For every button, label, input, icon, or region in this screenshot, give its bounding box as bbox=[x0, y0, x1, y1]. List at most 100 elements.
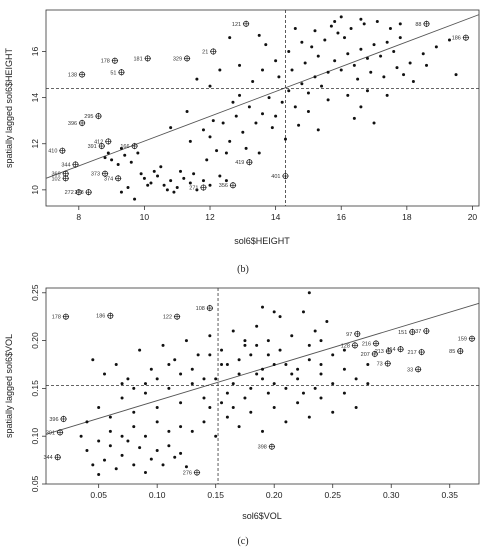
scatter-point bbox=[346, 52, 350, 56]
scatter-point bbox=[365, 56, 369, 60]
scatter-point bbox=[316, 128, 320, 132]
scatter-point bbox=[323, 38, 327, 42]
scatter-point bbox=[306, 91, 310, 95]
labeled-point: 108 bbox=[196, 304, 214, 312]
scatter-point bbox=[132, 410, 136, 414]
labeled-point: 181 bbox=[134, 55, 151, 62]
scatter-point bbox=[175, 186, 179, 190]
x-tick-label: 10 bbox=[140, 212, 150, 222]
scatter-point bbox=[106, 151, 110, 155]
scatter-point bbox=[398, 22, 402, 26]
scatter-point bbox=[356, 77, 360, 81]
labeled-point: 419 bbox=[235, 158, 253, 166]
scatter-point bbox=[143, 391, 147, 395]
point-label: 216 bbox=[362, 341, 371, 347]
panel-label-c: (c) bbox=[237, 536, 248, 547]
scatter-point bbox=[155, 377, 159, 381]
scatter-point bbox=[272, 310, 276, 314]
point-label: 51 bbox=[110, 70, 116, 76]
point-label: 21 bbox=[202, 50, 208, 56]
x-tick-label: 0.25 bbox=[324, 490, 341, 500]
scatter-point bbox=[243, 396, 247, 400]
point-label: 344 bbox=[61, 162, 70, 168]
scatter-point bbox=[388, 26, 392, 30]
scatter-point bbox=[139, 172, 143, 176]
scatter-point bbox=[316, 54, 320, 58]
scatter-point bbox=[385, 40, 389, 44]
point-label: 412 bbox=[94, 139, 103, 145]
scatter-point bbox=[238, 93, 242, 97]
scatter-point bbox=[283, 137, 287, 141]
labeled-point: 410 bbox=[48, 147, 66, 155]
point-label: 108 bbox=[196, 306, 205, 312]
point-label: 276 bbox=[183, 471, 192, 477]
scatter-point bbox=[329, 24, 333, 28]
scatter-point bbox=[266, 391, 270, 395]
labeled-point: 374 bbox=[104, 175, 122, 182]
scatter-point bbox=[149, 181, 153, 185]
scatter-point bbox=[261, 429, 264, 433]
point-label: 178 bbox=[52, 315, 61, 321]
scatter-point bbox=[161, 463, 165, 467]
x-tick-label: 0.10 bbox=[149, 490, 166, 500]
scatter-point bbox=[103, 156, 107, 160]
x-tick-label: 12 bbox=[205, 212, 215, 222]
scatter-point bbox=[274, 114, 278, 118]
scatter-point bbox=[178, 169, 182, 173]
scatter-point bbox=[359, 105, 363, 109]
scatter-point bbox=[284, 420, 288, 424]
scatter-point bbox=[342, 348, 346, 352]
regression-line bbox=[45, 14, 480, 179]
scatter-point bbox=[179, 451, 183, 455]
point-label: 271 bbox=[189, 186, 198, 192]
scatter-point bbox=[313, 386, 317, 390]
scatter-point bbox=[234, 114, 238, 118]
labeled-point: 329 bbox=[173, 55, 191, 62]
point-label: 97 bbox=[346, 332, 352, 338]
y-tick-label: 0.15 bbox=[30, 380, 40, 397]
scatter-point bbox=[296, 377, 300, 381]
scatter-point bbox=[290, 68, 294, 72]
scatter-point bbox=[333, 20, 337, 24]
x-tick-label: 0.05 bbox=[90, 490, 107, 500]
labeled-point: 138 bbox=[68, 71, 86, 79]
scatter-point bbox=[123, 153, 127, 157]
scatter-point bbox=[434, 45, 438, 49]
scatter-point bbox=[331, 353, 335, 357]
scatter-point bbox=[272, 406, 276, 410]
scatter-point bbox=[319, 396, 323, 400]
labeled-point: 396 bbox=[49, 415, 67, 423]
scatter-point bbox=[278, 348, 282, 352]
scatter-point bbox=[119, 146, 123, 150]
scatter-point bbox=[255, 343, 259, 347]
labeled-point: 102 bbox=[51, 175, 69, 182]
labeled-point: 273 bbox=[74, 188, 92, 196]
scatter-point bbox=[156, 174, 160, 178]
scatter-point bbox=[103, 372, 107, 376]
scatter-point bbox=[218, 174, 222, 178]
scatter-point bbox=[366, 362, 370, 366]
scatter-point bbox=[359, 47, 363, 51]
scatter-point bbox=[272, 382, 276, 386]
scatter-point bbox=[343, 36, 347, 40]
scatter-point bbox=[132, 386, 136, 390]
scatter-point bbox=[138, 446, 142, 450]
scatter-point bbox=[97, 439, 101, 443]
scatter-point bbox=[97, 406, 101, 410]
scatter-point bbox=[149, 457, 153, 461]
y-tick-label: 12 bbox=[30, 139, 40, 149]
scatter-point bbox=[336, 31, 340, 35]
y-axis-label-c: spatially lagged sol6$VOL bbox=[4, 334, 14, 438]
scatter-point bbox=[179, 425, 183, 429]
labeled-point: 401 bbox=[271, 172, 289, 180]
scatter-point bbox=[220, 362, 224, 366]
point-label: 344 bbox=[44, 455, 53, 461]
scatter-point bbox=[310, 45, 314, 49]
scatter-point bbox=[97, 472, 101, 476]
labeled-point: 356 bbox=[219, 182, 237, 189]
scatter-point bbox=[201, 179, 205, 183]
scatter-point bbox=[152, 169, 156, 173]
x-tick-label: 8 bbox=[76, 212, 81, 222]
y-tick-label: 0.20 bbox=[30, 332, 40, 349]
